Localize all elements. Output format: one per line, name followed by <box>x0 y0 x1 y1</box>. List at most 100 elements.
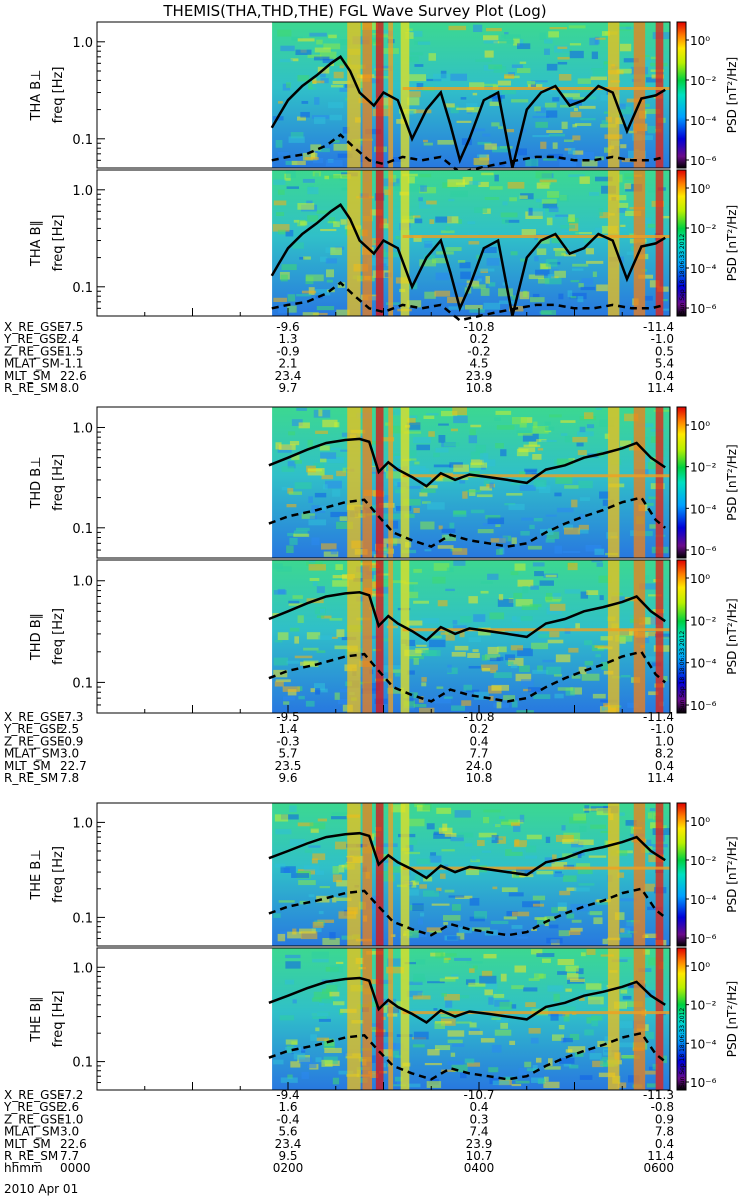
colorbar: 10⁰ 10⁻² 10⁻⁴ 10⁻⁶ PSD [nT²/Hz] Sun Sep 18 18… <box>676 947 739 1091</box>
ephemeris-label: X_RE_GSE <box>4 710 65 724</box>
ephemeris-value: 11.4 <box>647 771 674 785</box>
ephemeris-value: -0.3 <box>276 734 299 748</box>
panel-label: THE B⊥ <box>29 849 44 900</box>
y-tick-label: 1.0 <box>72 184 93 199</box>
ephemeris-value: -1.1 <box>60 357 83 371</box>
colorbar-tick-label: 10⁰ <box>690 34 710 48</box>
y-axis: 0.1 1.0 <box>72 816 105 939</box>
ephemeris-value: 2.4 <box>60 332 79 346</box>
spectrogram-panel: 0.1 1.0 freq [Hz] THA B∥ 10⁰ 10⁻² 10⁻⁴ 10⁻⁶ PSD … <box>29 169 739 322</box>
y-axis-label: freq [Hz] <box>51 846 66 903</box>
ephemeris-value: 3.0 <box>60 1125 79 1139</box>
wave-activity-bands <box>347 560 664 713</box>
colorbar-tick-label: 10⁻⁶ <box>690 154 717 168</box>
ephemeris-value: 10.8 <box>466 771 493 785</box>
ephemeris-value: 23.5 <box>275 759 302 773</box>
y-tick-label: 1.0 <box>72 421 93 436</box>
y-axis: 0.1 1.0 <box>72 421 105 551</box>
y-axis: 0.1 1.0 <box>72 36 105 161</box>
ephemeris-value: -0.8 <box>651 1100 674 1114</box>
colorbar-label: PSD [nT²/Hz] <box>725 205 739 281</box>
ephemeris-value: -1.0 <box>651 722 674 736</box>
colorbar-tick-label: 10⁰ <box>690 182 710 196</box>
panel-label: THD B⊥ <box>29 456 44 509</box>
date-label: 2010 Apr 01 <box>4 1182 78 1196</box>
colorbar-label: PSD [nT²/Hz] <box>725 444 739 520</box>
ephemeris-value: 5.4 <box>655 357 674 371</box>
ephemeris-label: MLT_SM <box>4 369 51 383</box>
ephemeris-value: 0.2 <box>469 332 488 346</box>
colorbar-tick-label: 10⁻² <box>690 461 717 475</box>
colorbar-tick-label: 10⁻⁶ <box>690 302 717 316</box>
colorbar-tick-label: 10⁻⁶ <box>690 932 717 946</box>
ephemeris-value: 11.4 <box>647 1149 674 1163</box>
ephemeris-label: Y_RE_GSE <box>3 722 64 736</box>
timestamp: Sun Sep 18 18:06:33 2012 <box>679 631 686 711</box>
colorbar: 10⁰ 10⁻² 10⁻⁴ 10⁻⁶ PSD [nT²/Hz] Sun Sep 18 18… <box>676 169 739 317</box>
ephemeris-value: 23.4 <box>275 1137 302 1151</box>
panel-frame <box>96 21 671 169</box>
y-tick-label: 1.0 <box>72 816 93 831</box>
dashed-frequency-line <box>271 133 666 174</box>
ephemeris-value: 1.6 <box>278 1100 297 1114</box>
dashed-frequency-line <box>268 887 666 937</box>
ephemeris-value: 4.5 <box>469 357 488 371</box>
colorbar: 10⁰ 10⁻² 10⁻⁴ 10⁻⁶ PSD [nT²/Hz] Sun Sep 18 18… <box>676 559 739 714</box>
ephemeris-value: 0.3 <box>469 1112 488 1126</box>
solid-frequency-line <box>268 437 666 488</box>
dashed-frequency-line <box>268 496 666 548</box>
timestamp: Sun Sep 18 18:06:33 2012 <box>679 1008 686 1088</box>
colorbar-tick-label: 10⁻⁴ <box>690 502 717 516</box>
colorbar-gradient <box>676 559 687 714</box>
ephemeris-value: -11.4 <box>643 320 674 334</box>
ephemeris-value: 1.3 <box>278 332 297 346</box>
colorbar-tick-label: 10⁻⁴ <box>690 262 717 276</box>
ephemeris-value: 1.4 <box>278 722 297 736</box>
wave-activity-bands <box>347 407 664 558</box>
colorbar: 10⁰ 10⁻² 10⁻⁴ 10⁻⁶ PSD [nT²/Hz] <box>676 802 739 947</box>
wave-activity-bands <box>347 948 664 1090</box>
ephemeris-value: 2.1 <box>278 357 297 371</box>
y-axis: 0.1 1.0 <box>72 184 105 309</box>
colorbar-gradient <box>676 947 687 1091</box>
y-axis-label: freq [Hz] <box>51 991 66 1048</box>
y-tick-label: 0.1 <box>72 522 93 537</box>
spectrogram-panel: 0.1 1.0 freq [Hz] THD B∥ 10⁰ 10⁻² 10⁻⁴ 10⁻⁶ PSD … <box>29 559 739 714</box>
x-axis <box>96 1082 671 1090</box>
x-axis <box>96 308 671 316</box>
y-axis: 0.1 1.0 <box>72 575 105 706</box>
ephemeris-label: hhmm <box>4 1161 43 1175</box>
ephemeris-value: 0.5 <box>655 344 674 358</box>
ephemeris-value: 0200 <box>273 1161 304 1175</box>
colorbar-label: PSD [nT²/Hz] <box>725 981 739 1057</box>
ephemeris-value: 0.4 <box>655 1137 674 1151</box>
colorbar-tick-label: 10⁻² <box>690 999 717 1013</box>
ephemeris-value: 8.0 <box>60 381 79 395</box>
ephemeris-value: 7.4 <box>469 1125 488 1139</box>
ephemeris-label: MLAT_SM <box>4 357 60 371</box>
y-axis-label: freq [Hz] <box>51 454 66 511</box>
ephemeris-value: -9.6 <box>276 320 299 334</box>
ephemeris-value: -10.8 <box>463 710 494 724</box>
ephemeris-value: -1.0 <box>60 1112 83 1126</box>
colorbar-tick-label: 10⁻⁴ <box>690 1037 717 1051</box>
colorbar-tick-label: 10⁻⁴ <box>690 657 717 671</box>
ephemeris-value: 5.7 <box>278 747 297 761</box>
ephemeris-value: 0.4 <box>655 369 674 383</box>
ephemeris-label: R_RE_SM <box>4 381 58 395</box>
ephemeris-value: 23.4 <box>275 369 302 383</box>
ephemeris-value: 7.8 <box>655 1125 674 1139</box>
ephemeris-value: 5.6 <box>278 1125 297 1139</box>
colorbar-tick-label: 10⁻² <box>690 854 717 868</box>
ephemeris-value: 9.7 <box>278 381 297 395</box>
ephemeris-value: 23.9 <box>466 1137 493 1151</box>
ephemeris-label: R_RE_SM <box>4 771 58 785</box>
ephemeris-value: 7.7 <box>60 1149 79 1163</box>
solid-frequency-line <box>270 55 666 169</box>
ephemeris-value: 1.0 <box>655 734 674 748</box>
y-tick-label: 1.0 <box>72 36 93 51</box>
colorbar-tick-label: 10⁻⁶ <box>690 544 717 558</box>
colorbar-gradient <box>676 802 687 947</box>
ephemeris-value: 0.4 <box>469 1100 488 1114</box>
